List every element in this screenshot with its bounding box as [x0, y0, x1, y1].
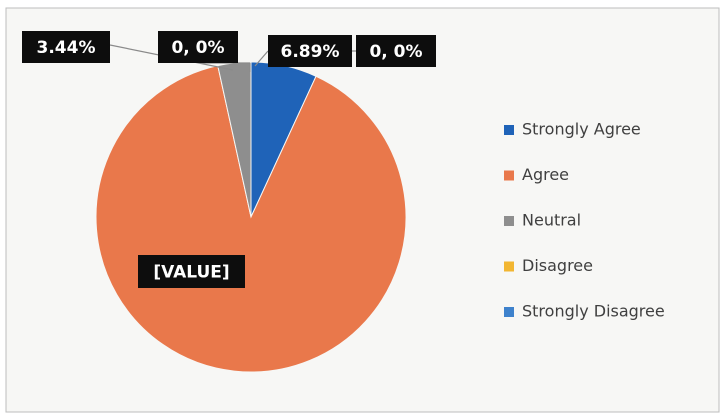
data-label: 0, 0%: [171, 38, 224, 58]
legend-label: Neutral: [522, 211, 581, 230]
legend-label: Strongly Disagree: [522, 302, 665, 321]
legend-swatch: [504, 170, 514, 181]
data-label: [VALUE]: [153, 263, 229, 283]
legend: Strongly Agree Agree Neutral Disagree Strong…: [504, 120, 665, 321]
label-box: [158, 31, 238, 63]
legend-swatch: [504, 307, 514, 317]
data-label: 3.44%: [37, 38, 96, 58]
legend-swatch: [504, 125, 514, 135]
legend-label: Disagree: [522, 256, 593, 275]
legend-swatch: [504, 216, 514, 226]
label-box: [356, 35, 436, 67]
pie-slice: [95, 65, 407, 373]
legend-label: Strongly Agree: [522, 120, 641, 139]
data-label: 6.89%: [281, 42, 340, 62]
label-box: [22, 31, 110, 63]
data-labels: 6.89% [VALUE] 3.44% 0, 0% 0, 0%: [22, 31, 436, 288]
label-box: [268, 35, 352, 67]
legend-swatch: [504, 261, 514, 272]
pie: [95, 61, 407, 373]
legend-label: Agree: [522, 165, 569, 184]
leader-line: [254, 50, 269, 67]
label-box: [138, 255, 245, 288]
data-label: 0, 0%: [369, 42, 422, 62]
